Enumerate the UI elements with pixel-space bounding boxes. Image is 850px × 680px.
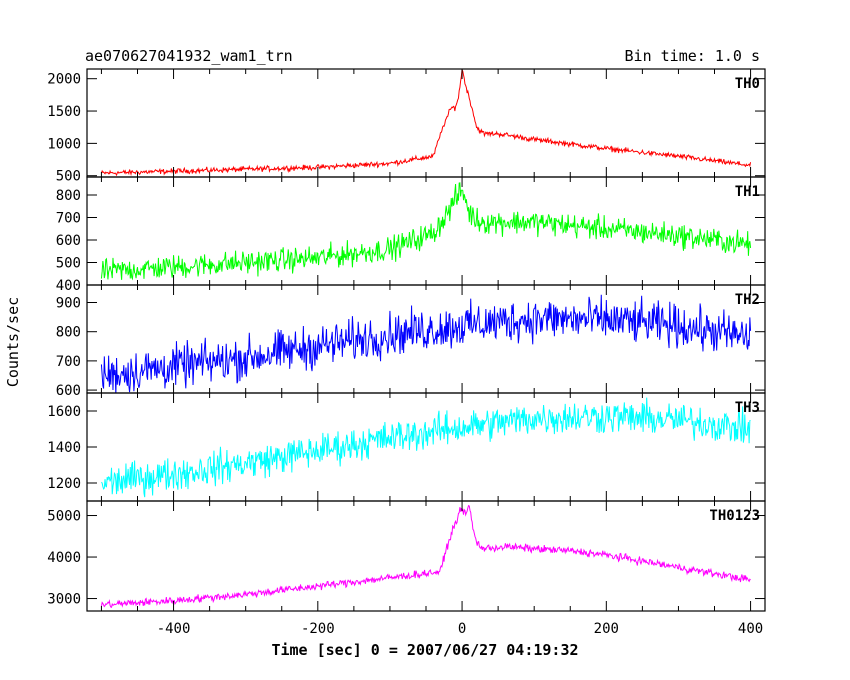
y-tick-label: 4000 xyxy=(47,550,81,566)
panel-frame xyxy=(86,500,766,612)
panel-frame xyxy=(86,68,766,178)
y-tick-label: 500 xyxy=(56,169,81,185)
panel-th0123: 3000 4000 5000 TH0123 xyxy=(47,500,766,612)
y-tick-label: 800 xyxy=(56,188,81,204)
y-tick-label: 600 xyxy=(56,233,81,249)
x-tick-label: 0 xyxy=(458,621,466,637)
panel-th1: 400 500 600 700 800 TH1 xyxy=(56,176,766,294)
panel-label: TH2 xyxy=(735,292,760,308)
series-line-th3 xyxy=(101,397,751,498)
y-tick-label: 5000 xyxy=(47,509,81,525)
y-tick-label: 1200 xyxy=(47,476,81,492)
panel-label: TH1 xyxy=(735,184,760,200)
panel-label: TH0123 xyxy=(709,508,760,524)
x-axis-label: Time [sec] 0 = 2007/06/27 04:19:32 xyxy=(271,641,578,659)
panel-label: TH3 xyxy=(735,400,760,416)
series-line-th2 xyxy=(100,294,752,393)
y-tick-label: 400 xyxy=(56,278,81,294)
chart-title: ae070627041932_wam1_trn xyxy=(85,47,293,65)
y-tick-label: 1600 xyxy=(47,404,81,420)
y-tick-label: 900 xyxy=(56,296,81,312)
x-tick-label: 200 xyxy=(594,621,619,637)
panel-th2: 600 700 800 900 TH2 xyxy=(56,284,766,399)
y-tick-label: 1000 xyxy=(47,136,81,152)
y-tick-label: 700 xyxy=(56,354,81,370)
series-line-th0 xyxy=(100,69,752,177)
y-tick-label: 2000 xyxy=(47,72,81,88)
y-tick-label: 1500 xyxy=(47,104,81,120)
series-line-th0123 xyxy=(100,504,751,608)
panel-label: TH0 xyxy=(735,76,760,92)
series-line-th1 xyxy=(100,182,752,281)
y-axis-label: Counts/sec xyxy=(4,297,22,387)
y-tick-label: 500 xyxy=(56,256,81,272)
panel-frame xyxy=(86,284,766,394)
panel-th3: 1200 1400 1600 TH3 xyxy=(47,392,766,502)
panel-frame xyxy=(86,392,766,502)
y-tick-label: 600 xyxy=(56,383,81,399)
x-tick-label: -400 xyxy=(157,621,191,637)
y-tick-label: 700 xyxy=(56,211,81,227)
bin-time-label: Bin time: 1.0 s xyxy=(625,47,760,65)
y-tick-label: 1400 xyxy=(47,440,81,456)
x-tick-label: -200 xyxy=(301,621,335,637)
panel-th0: 500 1000 1500 2000 TH0 xyxy=(47,68,766,185)
y-tick-label: 800 xyxy=(56,325,81,341)
y-tick-label: 3000 xyxy=(47,592,81,608)
x-tick-label: 400 xyxy=(738,621,763,637)
